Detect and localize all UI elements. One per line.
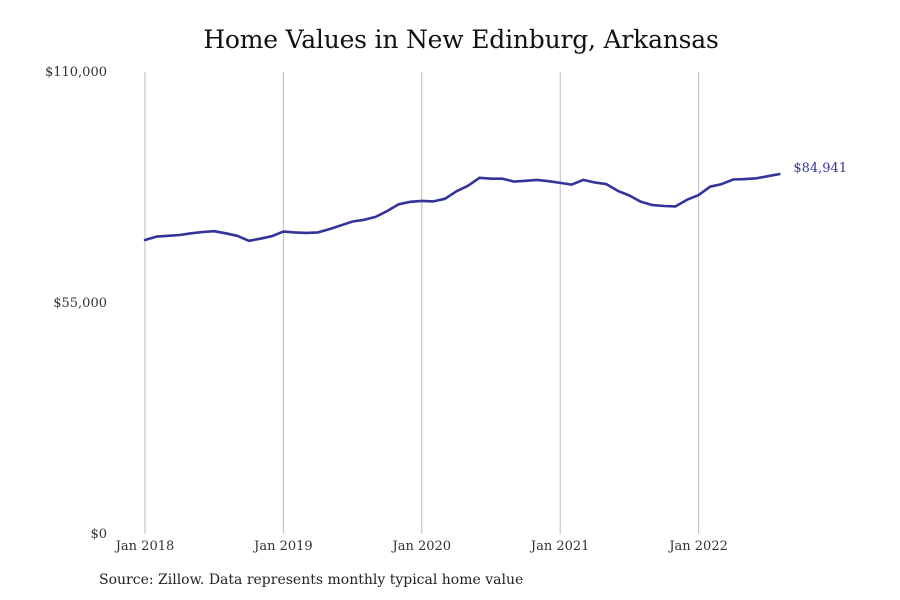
series-layer <box>143 172 781 243</box>
gridlines <box>144 72 700 534</box>
y-axis-ticks: $0 $55,000 $110,000 <box>45 65 107 542</box>
end-value-label: $84,941 <box>793 161 847 176</box>
x-tick-label: Jan 2020 <box>391 539 452 554</box>
x-tick-label: Jan 2021 <box>529 539 590 554</box>
end-label-layer: $84,941 <box>793 161 847 176</box>
x-tick-label: Jan 2018 <box>114 539 175 554</box>
y-tick-label: $55,000 <box>53 296 107 311</box>
x-axis-ticks: Jan 2018 Jan 2019 Jan 2020 Jan 2021 Jan 2022 <box>114 539 728 554</box>
chart-title: Home Values in New Edinburg, Arkansas <box>203 25 719 54</box>
x-tick-label: Jan 2019 <box>252 539 313 554</box>
x-tick-label: Jan 2022 <box>667 539 728 554</box>
series-line-0 <box>143 172 781 243</box>
y-tick-label: $0 <box>90 527 107 542</box>
source-note: Source: Zillow. Data represents monthly … <box>99 572 524 588</box>
y-tick-label: $110,000 <box>45 65 107 80</box>
